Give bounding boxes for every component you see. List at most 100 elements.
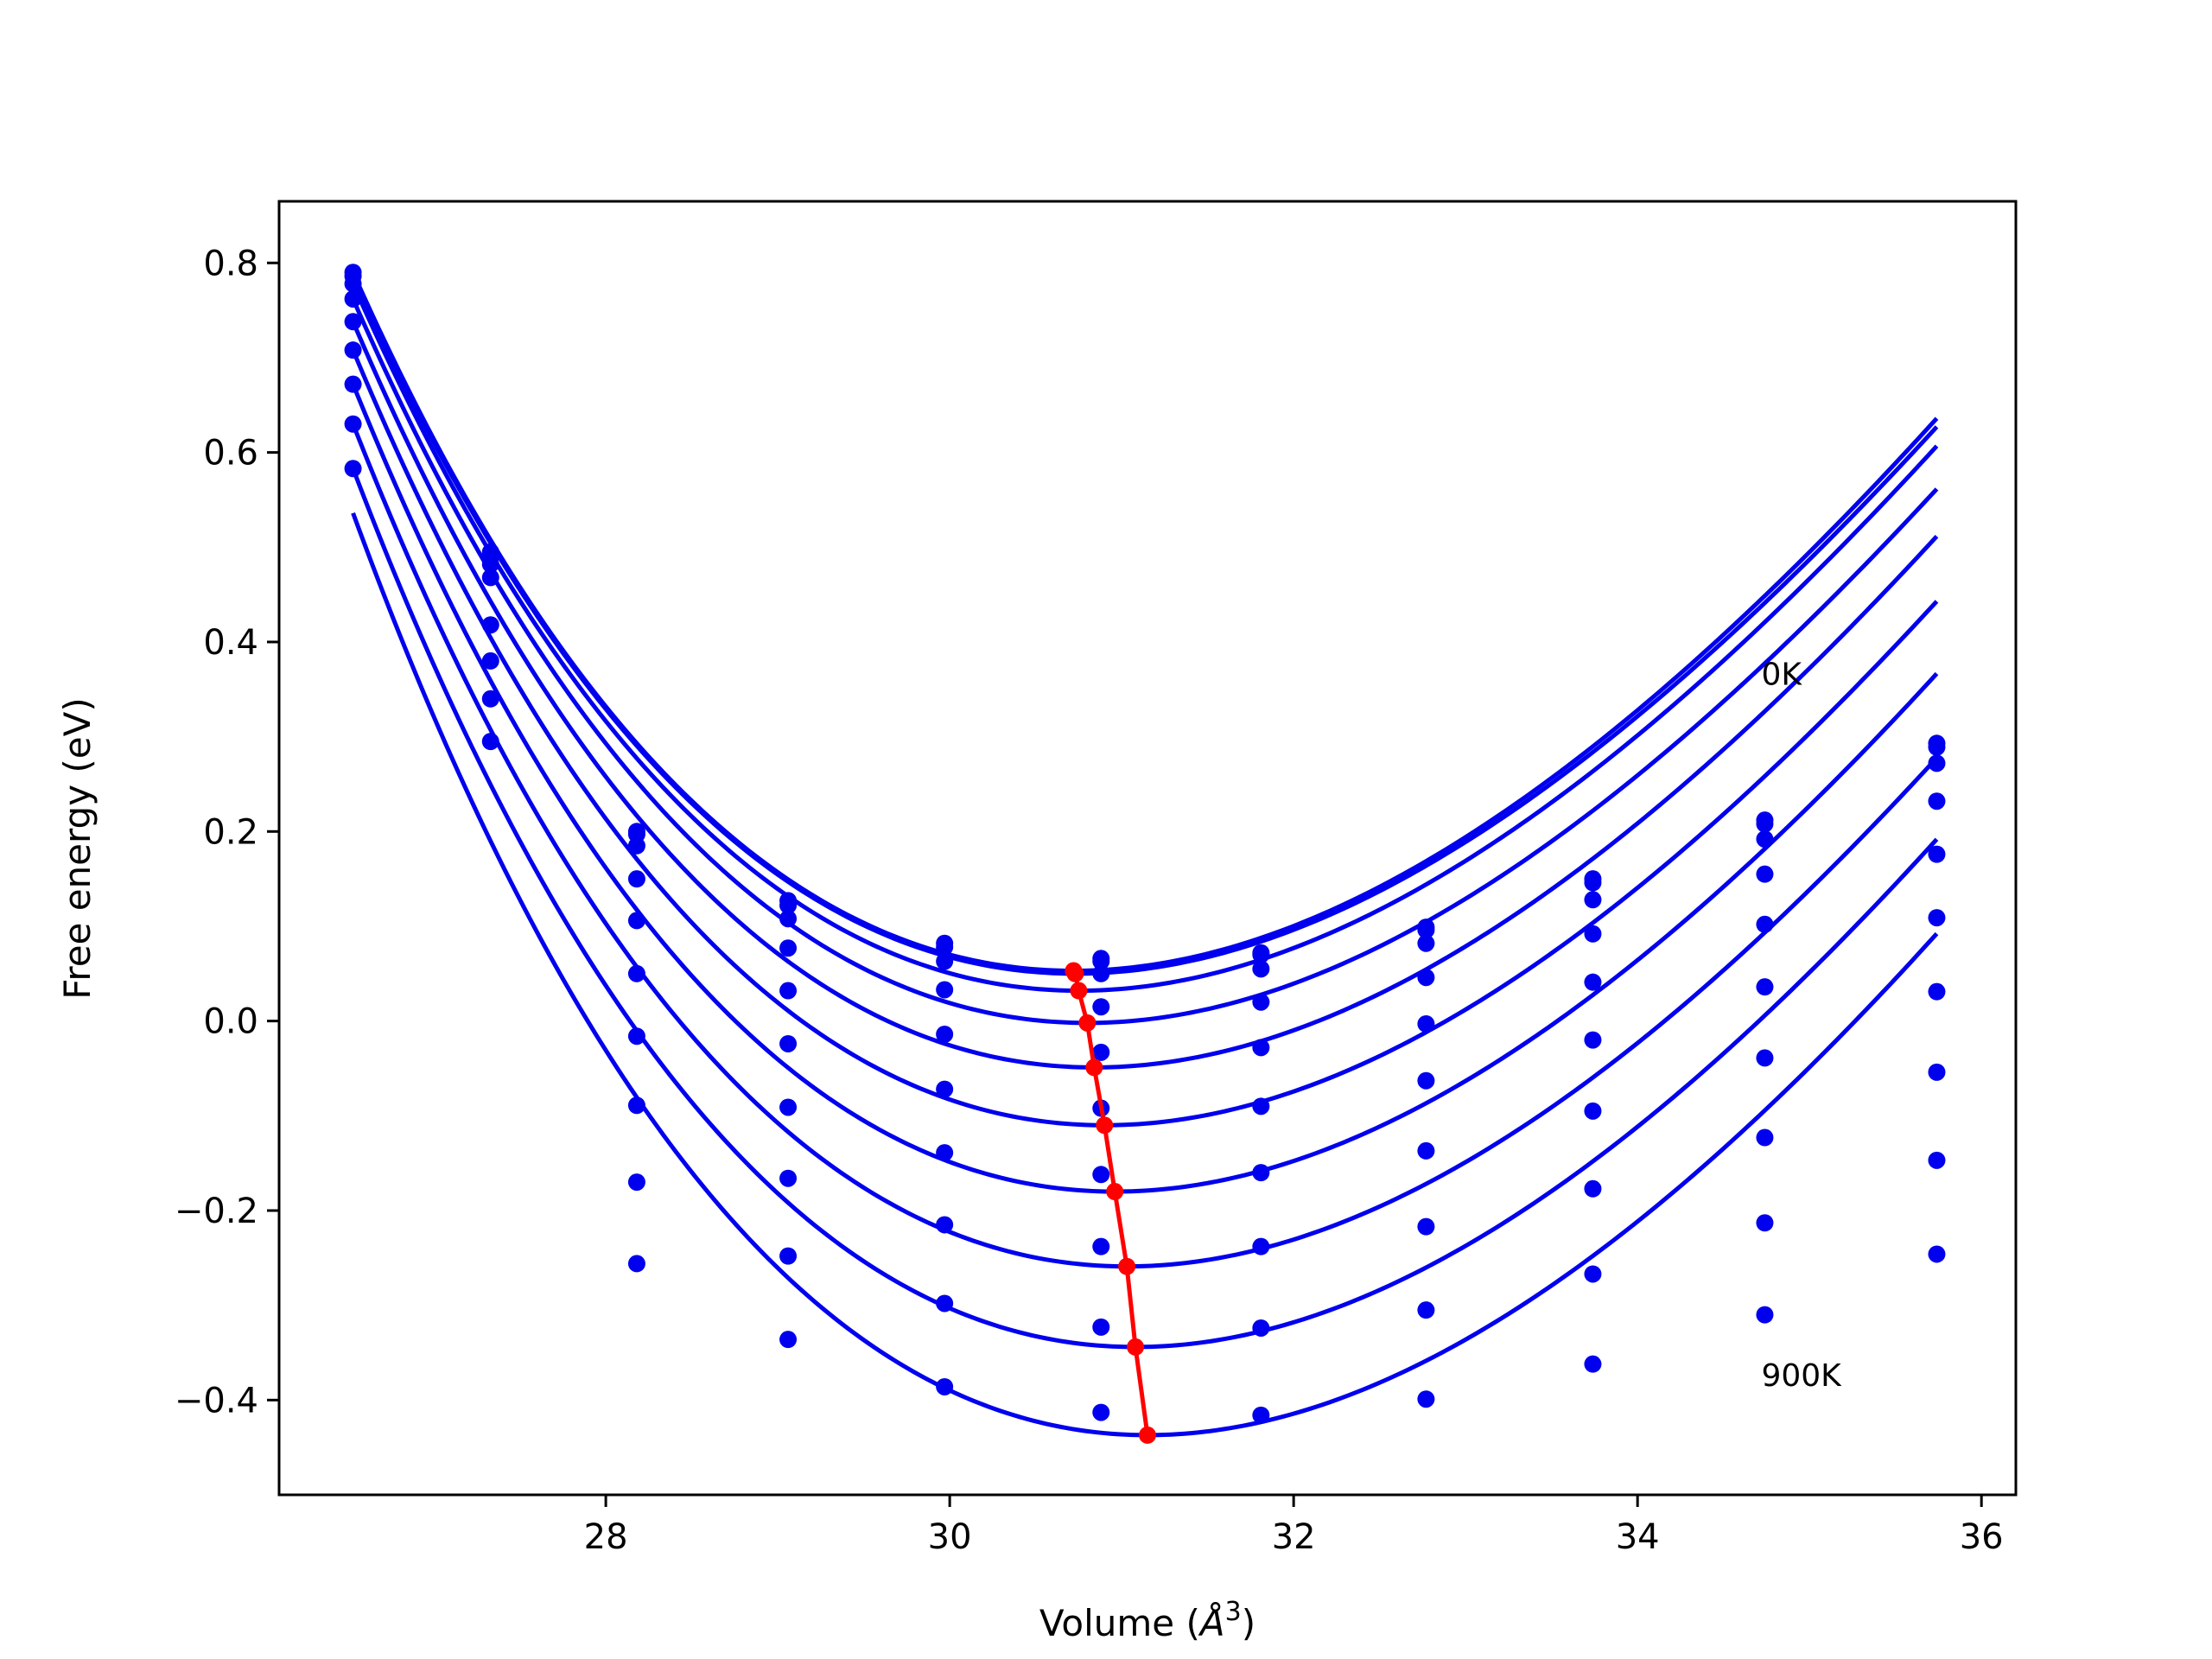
data-point — [1584, 1179, 1602, 1198]
data-point — [1756, 815, 1774, 833]
data-point — [627, 964, 645, 982]
data-point — [1928, 1063, 1946, 1081]
data-point — [1584, 1355, 1602, 1373]
data-point — [1584, 1265, 1602, 1283]
fit-curve-T1 — [351, 271, 1939, 974]
data-point — [1252, 960, 1270, 978]
data-point — [344, 415, 362, 433]
data-point — [481, 690, 499, 708]
data-point — [1092, 1403, 1110, 1421]
data-point — [936, 938, 954, 957]
minima-line — [1071, 969, 1150, 1436]
minimum-point — [1066, 964, 1084, 982]
data-point — [1417, 934, 1435, 952]
data-point — [1417, 1301, 1435, 1319]
axis-ticks: 28 30 32 34 36 −0.4 −0.2 0.0 0.2 0.4 0.6 0.8 — [175, 244, 2004, 1557]
data-point — [344, 341, 362, 359]
minimum-point — [1070, 982, 1088, 1000]
data-point — [1417, 921, 1435, 939]
minimum-point — [1118, 1257, 1136, 1275]
data-point — [1252, 1164, 1270, 1182]
data-point — [1584, 925, 1602, 943]
data-point — [1928, 1245, 1946, 1263]
data-point — [1928, 754, 1946, 772]
data-point — [344, 375, 362, 393]
y-tick-label: −0.4 — [175, 1381, 258, 1421]
x-axis-label-superscript: 3 — [1225, 1597, 1242, 1627]
minimum-point — [1139, 1426, 1156, 1444]
data-point — [1584, 1031, 1602, 1049]
data-point — [936, 1080, 954, 1098]
data-point — [344, 313, 362, 331]
data-point — [1417, 1014, 1435, 1033]
fit-curve-T6 — [351, 349, 1939, 1128]
fit-curve-T9 — [351, 467, 1939, 1350]
x-tick-label: 32 — [1272, 1517, 1316, 1557]
fit-curve-T10 — [351, 512, 1939, 1438]
data-point — [779, 1098, 798, 1116]
data-point — [779, 896, 798, 914]
data-point — [481, 569, 499, 587]
x-tick-label: 36 — [1960, 1517, 2004, 1557]
data-point — [627, 1173, 645, 1192]
minimum-point — [1096, 1116, 1114, 1135]
data-point — [779, 1034, 798, 1052]
data-point — [936, 1377, 954, 1395]
data-point — [936, 1216, 954, 1234]
data-point — [344, 275, 362, 293]
annotation-0k: 0K — [1761, 657, 1802, 692]
data-point — [779, 1331, 798, 1349]
data-point — [1252, 1237, 1270, 1255]
y-tick-label: 0.6 — [203, 434, 258, 474]
data-point — [627, 1027, 645, 1046]
data-point — [627, 870, 645, 888]
data-point — [1756, 865, 1774, 883]
data-point — [936, 1026, 954, 1043]
data-point — [1417, 1390, 1435, 1408]
annotation-900k: 900K — [1761, 1358, 1842, 1394]
data-point — [1928, 1151, 1946, 1169]
data-point — [481, 556, 499, 574]
minimum-point — [1106, 1183, 1124, 1201]
data-point — [1092, 1166, 1110, 1184]
data-point — [481, 616, 499, 634]
data-point — [1417, 969, 1435, 987]
y-tick-label: 0.8 — [203, 244, 258, 283]
data-point — [1252, 1406, 1270, 1424]
data-point — [936, 981, 954, 999]
data-point — [481, 733, 499, 751]
minimum-point — [1085, 1058, 1103, 1077]
data-point — [1928, 792, 1946, 810]
data-point — [779, 1247, 798, 1265]
data-point — [1756, 1049, 1774, 1067]
data-point — [627, 1096, 645, 1115]
data-point — [1252, 945, 1270, 963]
data-point — [779, 910, 798, 928]
x-axis-label-symbol: Å — [1198, 1601, 1225, 1644]
y-axis-label: Free energy (eV) — [56, 697, 99, 1000]
fit-curve-T7 — [351, 383, 1939, 1194]
data-point — [1756, 1306, 1774, 1324]
data-point — [1756, 1128, 1774, 1147]
axes-frame — [277, 200, 2018, 1497]
y-tick-label: 0.4 — [203, 623, 258, 663]
data-point — [344, 289, 362, 308]
annotations: 0K 900K — [1761, 657, 1842, 1394]
data-point — [1092, 964, 1110, 982]
data-point — [936, 1144, 954, 1162]
data-point — [936, 1294, 954, 1313]
minimum-point — [1078, 1014, 1096, 1032]
data-point — [627, 1255, 645, 1273]
y-tick-label: 0.0 — [203, 1002, 258, 1042]
data-point — [344, 460, 362, 478]
data-point — [1584, 973, 1602, 991]
y-tick-label: 0.2 — [203, 812, 258, 852]
fit-curve-T8 — [351, 423, 1939, 1269]
data-point — [1417, 1217, 1435, 1236]
fit-curve-T5 — [351, 321, 1939, 1070]
data-point — [1756, 978, 1774, 996]
data-point — [1928, 738, 1946, 756]
x-axis-label: Volume (Å3) — [1039, 1597, 1255, 1644]
data-point — [1584, 874, 1602, 892]
